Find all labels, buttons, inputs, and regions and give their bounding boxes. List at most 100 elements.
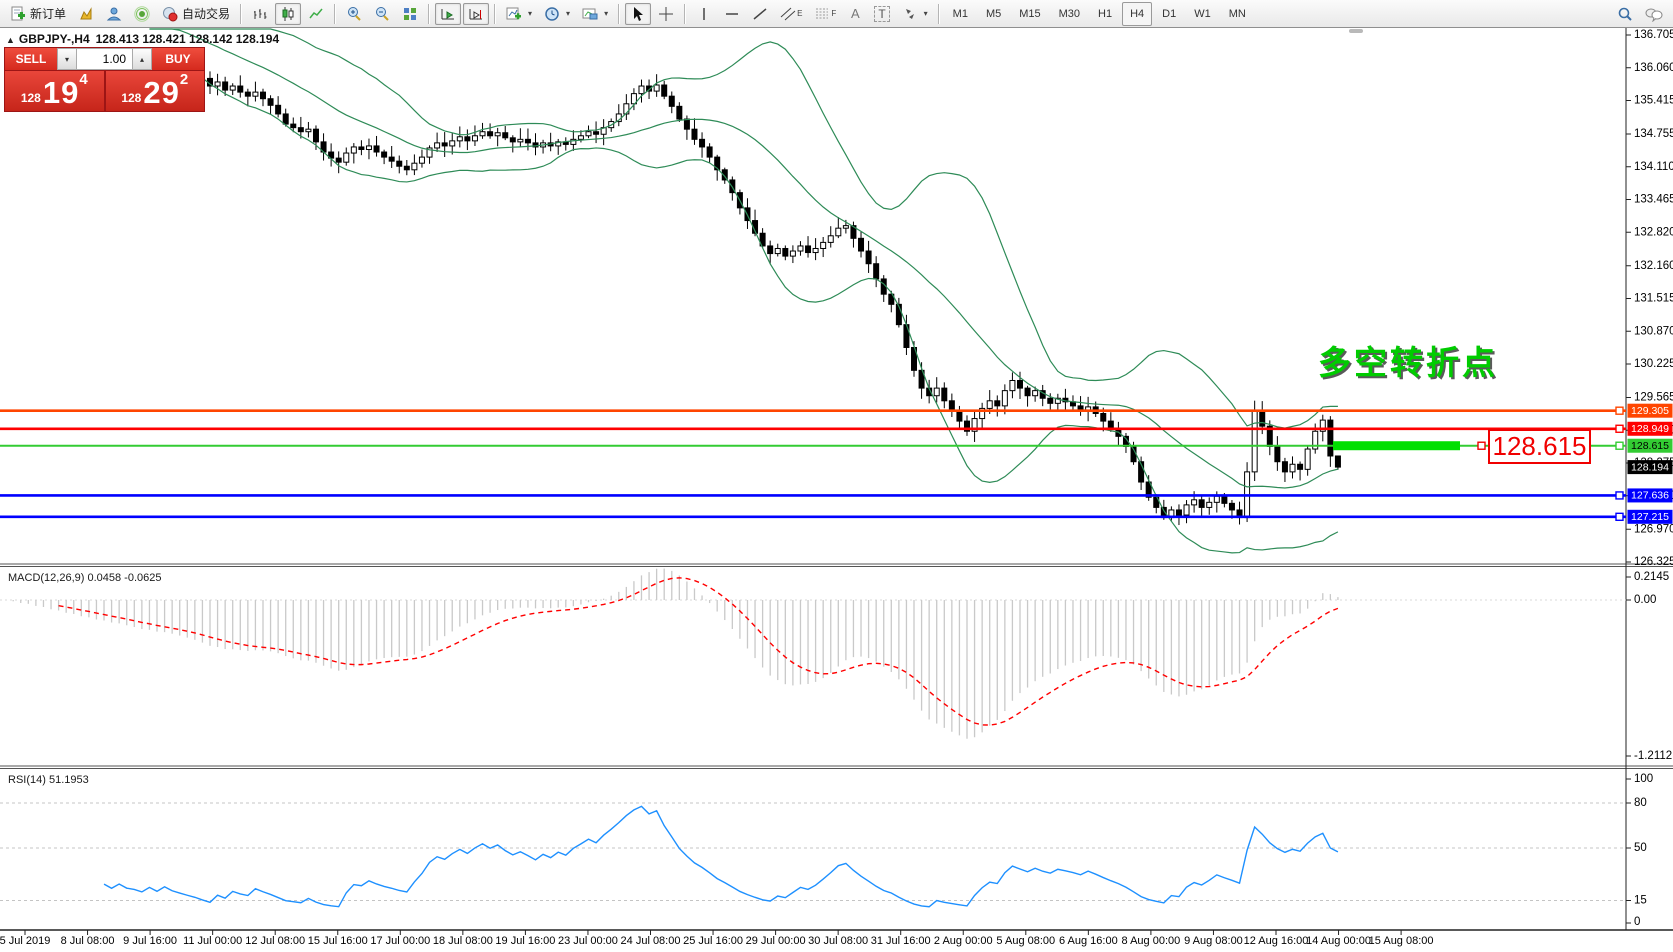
crosshair-tool-button[interactable] [653,3,679,25]
candles [207,71,1341,526]
timeframe-m1-button[interactable]: M1 [952,7,968,20]
timeframe-m5-button[interactable]: M5 [985,7,1002,20]
timeframe-h4-button[interactable]: H4 [1122,1,1153,26]
templates-button[interactable]: ▾ [577,3,613,25]
separator [937,3,940,24]
bull-candle [842,225,849,229]
new-order-icon [11,6,25,20]
bull-candle [555,141,562,147]
market-watch-button[interactable] [101,3,127,25]
timeframe-w1-button[interactable]: W1 [1194,7,1211,20]
sell-price[interactable]: 128 19 4 [5,71,106,111]
bear-candle [396,160,403,167]
chat-button[interactable] [1640,3,1668,25]
zoom-in-button[interactable] [341,3,367,25]
candlestick-chart-button[interactable] [275,2,302,25]
search-button[interactable] [1612,3,1638,25]
charts-button[interactable] [73,3,99,25]
svg-text:12 Aug 16:00: 12 Aug 16:00 [1244,935,1309,947]
svg-text:8 Aug 00:00: 8 Aug 00:00 [1122,935,1181,947]
timeframe-d1-button[interactable]: D1 [1162,7,1177,20]
cursor-icon [634,6,644,21]
sell-button[interactable]: SELL [5,48,57,70]
level-drag-handle [1615,406,1624,415]
signals-button[interactable] [129,3,155,25]
macd-values: 0.0458 -0.0625 [87,572,162,584]
svg-text:15 Jul 16:00: 15 Jul 16:00 [308,935,368,947]
timeframe-m30-button[interactable]: M30 [1058,7,1081,20]
svg-text:24 Jul 08:00: 24 Jul 08:00 [621,935,681,947]
bull-candle [1183,504,1190,516]
toolbar: 新订单 自动交易 [0,0,1673,28]
text-label-tool-button[interactable]: T [869,3,894,25]
bull-candle [585,131,592,137]
vertical-line-tool-button[interactable] [691,3,717,25]
horizontal-levels[interactable]: 129.305 128.949 128.615 127.636 127.215 [0,403,1673,524]
bear-candle [502,132,509,139]
timeframe-m15-button[interactable]: M15 [1019,7,1041,20]
bull-candle [577,135,584,140]
buy-price[interactable]: 128 29 2 [105,71,204,111]
bull-candle [774,247,781,255]
level-drag-handle [1615,491,1624,500]
zoom-out-button[interactable] [369,3,395,25]
arrows-tool-button[interactable]: ▾ [897,3,933,25]
bear-candle [918,369,925,389]
timeframe-mn-button[interactable]: MN [1228,7,1246,20]
timeframe-h1-button[interactable]: H1 [1098,7,1113,20]
bear-candle [668,95,675,107]
sell-price-prefix: 128 [20,91,41,105]
chart-shift-button[interactable] [463,2,490,25]
indicators-icon [506,7,522,19]
autotrading-button[interactable]: 自动交易 [157,3,235,25]
bull-candle [471,135,478,142]
horizontal-line-tool-button[interactable] [719,3,745,25]
periods-clock-icon [545,6,559,21]
level-axis-label [1627,421,1673,436]
macd-indicator [12,568,1339,739]
volume-input[interactable]: 1.00 [77,48,132,70]
macd-label: MACD(12,26,9) 0.0458 -0.0625 [8,572,162,584]
bull-candle [797,245,804,252]
trendline-tool-button[interactable] [747,3,773,25]
new-order-button[interactable]: 新订单 [5,3,71,25]
text-tool-button[interactable]: A [843,3,867,25]
signals-icon [134,5,150,22]
bear-candle [1297,463,1304,470]
auto-scroll-button[interactable] [435,2,462,25]
channel-tool-button[interactable]: E [775,3,807,25]
separator [334,3,337,24]
bull-candle [986,400,993,409]
bear-candle [1100,412,1107,422]
level-callout-box[interactable]: 128.615 [1488,429,1591,464]
svg-text:0: 0 [1634,916,1640,928]
bull-candle [252,91,259,97]
bear-candle [1198,499,1205,508]
new-order-label: 新订单 [30,7,67,21]
bear-candle [1145,481,1152,498]
svg-text:5 Aug 08:00: 5 Aug 08:00 [996,935,1055,947]
bear-candle [1047,397,1054,404]
periods-button[interactable]: ▾ [539,3,575,25]
svg-text:127.215: 127.215 [1631,511,1669,523]
cursor-tool-button[interactable] [625,2,652,25]
level-axis-label [1627,488,1673,503]
svg-text:9 Aug 08:00: 9 Aug 08:00 [1184,935,1243,947]
svg-text:18 Jul 08:00: 18 Jul 08:00 [433,935,493,947]
bollinger-upper [149,28,1338,429]
chart-shift-marker [1349,29,1363,33]
fibonacci-tool-button[interactable]: F [809,3,841,25]
volume-up-button[interactable]: ▴ [132,48,152,70]
buy-button[interactable]: BUY [152,48,204,70]
bear-candle [1259,410,1266,427]
equidistant-channel-icon [780,7,796,20]
separator [240,3,243,24]
tile-windows-button[interactable] [397,3,423,25]
level-axis-label [1627,509,1673,524]
rsi-name: RSI(14) [8,774,46,786]
indicators-button[interactable]: ▾ [501,3,537,25]
bar-chart-button[interactable] [247,3,273,25]
line-chart-button[interactable] [303,3,329,25]
volume-down-button[interactable]: ▾ [57,48,77,70]
